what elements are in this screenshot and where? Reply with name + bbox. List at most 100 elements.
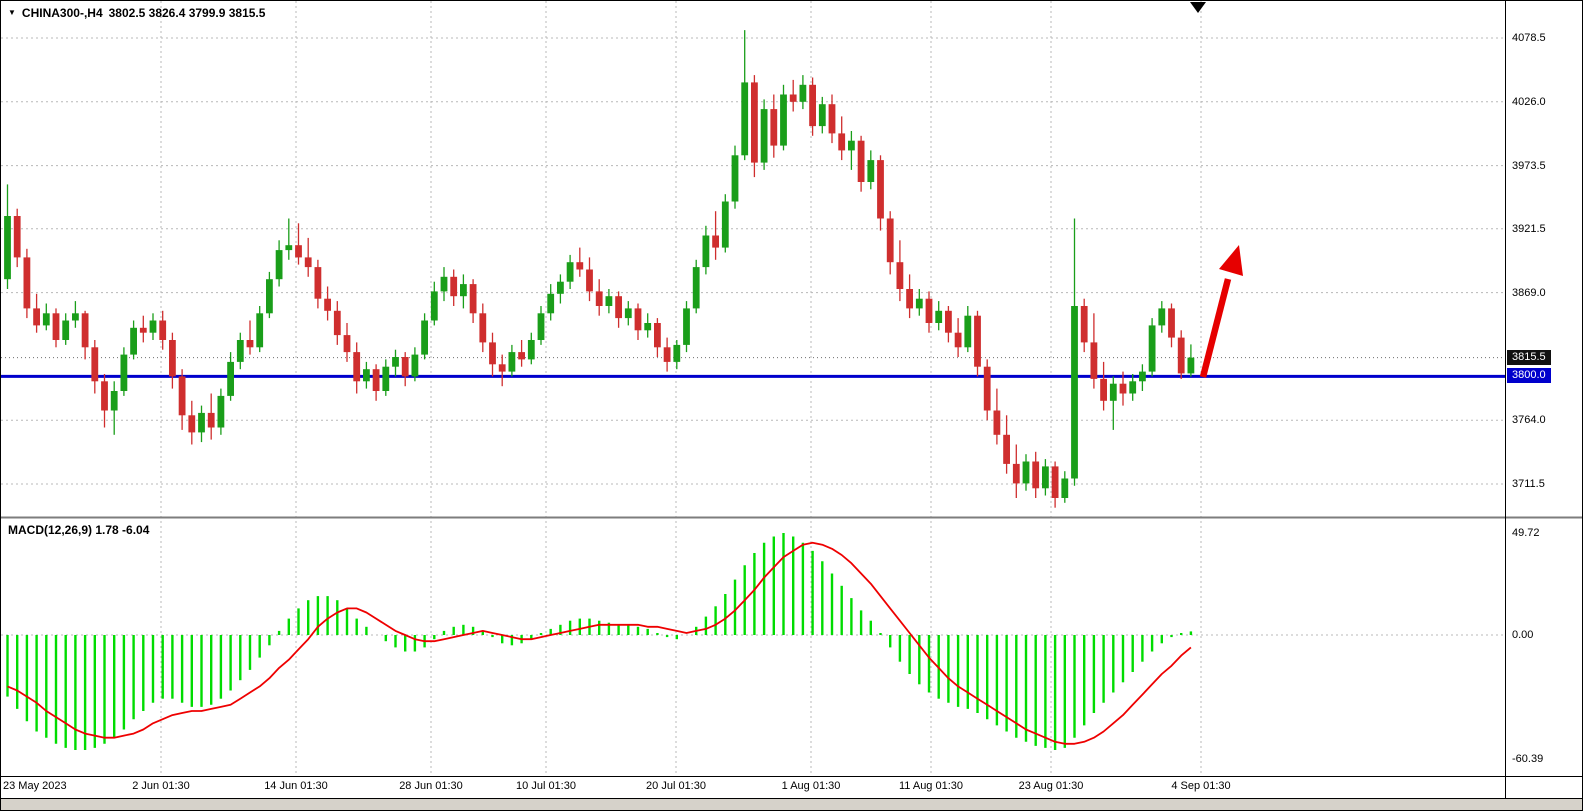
candle-body	[13, 216, 21, 258]
price-tick-label: 3921.5	[1512, 222, 1546, 235]
candle-body	[741, 82, 749, 156]
candle-body	[120, 354, 128, 391]
candle-body	[1032, 461, 1040, 489]
time-scale[interactable]: 23 May 2023 2 Jun 01:30 14 Jun 01:30 28 Jun…	[1, 779, 1505, 798]
candle-body	[4, 216, 11, 280]
price-tick-label: 4078.5	[1512, 32, 1546, 44]
candle-body	[353, 352, 361, 382]
ohlc-values-label: 3802.5 3826.4 3799.9 3815.5	[108, 6, 266, 20]
candle-body	[780, 94, 787, 146]
candle-body	[33, 308, 40, 326]
candle-body	[285, 245, 293, 251]
candle-body	[1168, 308, 1175, 338]
candle-body	[906, 289, 913, 309]
candle-body	[770, 109, 778, 146]
bottom-scrollbar-area	[1, 799, 1582, 810]
symbol-marker-icon: ▼	[8, 8, 16, 17]
candle-body	[324, 298, 331, 311]
candle-body	[227, 361, 234, 396]
candle-body	[139, 327, 147, 333]
candle-body	[1158, 308, 1166, 326]
candle-body	[421, 320, 428, 355]
candle-body	[654, 323, 661, 348]
candle-body	[692, 267, 700, 309]
candle-body	[954, 332, 962, 348]
candle-body	[1012, 463, 1020, 484]
candle-body	[983, 366, 991, 411]
candle-body	[1042, 466, 1049, 489]
candle-body	[867, 160, 875, 182]
candle-body	[1022, 461, 1030, 484]
candle-body	[1177, 337, 1185, 374]
time-tick-label: 2 Jun 01:30	[132, 780, 190, 792]
candle-body	[527, 340, 535, 360]
candle-body	[1139, 371, 1146, 382]
candle-body	[343, 335, 351, 353]
macd-tick-label: 49.72	[1512, 527, 1540, 539]
candle-body	[440, 276, 448, 292]
candle-body	[566, 262, 574, 282]
macd-signal-line	[7, 541, 1192, 745]
candle-body	[1129, 381, 1137, 394]
candle-body	[537, 313, 545, 340]
candle-body	[809, 84, 816, 127]
candle-body	[469, 284, 477, 314]
candle-body	[508, 352, 516, 372]
candle-body	[1187, 357, 1195, 374]
price-tick-label: 3711.5	[1512, 478, 1545, 490]
candle-body	[178, 376, 186, 416]
candle-body	[964, 315, 972, 348]
chart-shift-marker-icon[interactable]	[1190, 2, 1206, 13]
candle-body	[595, 291, 603, 306]
candle-body	[81, 313, 89, 348]
time-tick-label: 10 Jul 01:30	[516, 780, 576, 792]
time-tick-label: 20 Jul 01:30	[646, 780, 706, 792]
time-tick-label: 23 May 2023	[3, 780, 67, 792]
candle-body	[1003, 434, 1010, 464]
candle-body	[663, 347, 671, 362]
candle-body	[101, 381, 108, 411]
candle-body	[702, 235, 710, 268]
candle-body	[624, 308, 632, 319]
hline-price-badge: 3800.0	[1507, 368, 1551, 384]
trend-arrow[interactable]	[1199, 245, 1243, 378]
candle-body	[363, 369, 370, 382]
candle-body	[751, 82, 758, 163]
candle-body	[634, 308, 642, 331]
candle-body	[1119, 383, 1127, 394]
price-tick-label: 3764.0	[1512, 414, 1546, 427]
candle-body	[479, 313, 487, 343]
macd-indicator-label: MACD(12,26,9) 1.78 -6.04	[8, 523, 150, 537]
candle-body	[712, 235, 719, 248]
candle-body	[799, 84, 807, 102]
candle-body	[518, 352, 525, 360]
macd-histogram	[6, 533, 1193, 750]
candle-body	[198, 412, 205, 433]
candle-body	[1061, 478, 1069, 498]
symbol-timeframe-label: CHINA300-,H4	[21, 6, 103, 20]
candle-body	[314, 267, 322, 299]
candle-body	[945, 310, 952, 333]
candle-body	[275, 250, 283, 280]
candle-body	[52, 313, 60, 340]
candle-body	[586, 269, 593, 292]
candle-body	[886, 218, 894, 263]
price-tick-label: 3973.5	[1512, 159, 1546, 172]
candle-body	[207, 412, 215, 428]
candle-body	[557, 281, 564, 294]
candle-body	[731, 155, 739, 202]
candle-body	[62, 320, 70, 340]
candle-body	[857, 140, 865, 182]
time-tick-label: 23 Aug 01:30	[1018, 780, 1084, 792]
time-tick-label: 28 Jun 01:30	[399, 780, 463, 792]
candle-body	[304, 257, 312, 268]
candle-body	[935, 310, 943, 323]
candle-body	[91, 347, 99, 382]
price-scale[interactable]: 4078.5 4026.0 3973.5 3921.5 3869.0 3764.0 3711…	[1505, 1, 1582, 798]
candle-body	[1080, 306, 1088, 343]
candle-body	[721, 201, 729, 248]
candle-body	[925, 298, 933, 323]
candle-body	[760, 109, 768, 163]
time-tick-label: 1 Aug 01:30	[781, 780, 841, 792]
